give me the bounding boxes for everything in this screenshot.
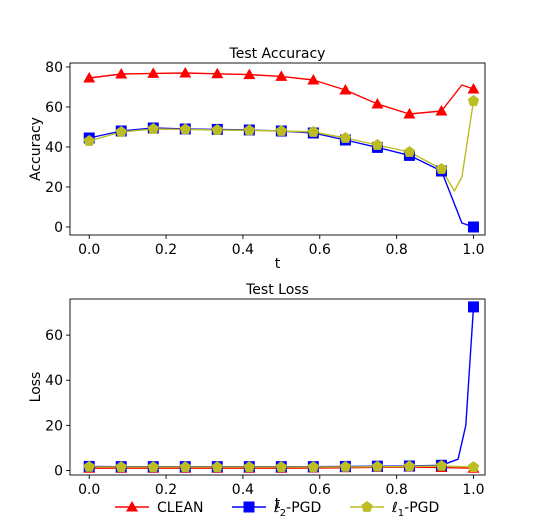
data-point-triangle	[179, 67, 192, 78]
data-point-triangle	[147, 67, 160, 78]
data-point-triangle	[371, 98, 384, 109]
chart-title: Test Loss	[245, 282, 309, 298]
data-point-triangle	[435, 105, 448, 116]
x-tick-label: 1.0	[462, 242, 484, 258]
legend-label-base: ℓ	[391, 500, 398, 516]
data-point-pentagon	[435, 460, 448, 471]
x-tick-label: 0.6	[309, 242, 331, 258]
data-point-pentagon	[243, 124, 255, 136]
y-tick-label: 20	[45, 180, 63, 196]
x-tick-label: 0.8	[385, 482, 407, 498]
y-tick-label: 60	[45, 328, 63, 344]
y-tick-label: 60	[45, 100, 63, 116]
legend-marker-triangle	[126, 501, 138, 512]
x-axis-label: t	[275, 496, 281, 512]
x-axis-label: t	[275, 256, 281, 272]
x-tick-label: 0.4	[232, 242, 254, 258]
legend-marker-pentagon	[361, 501, 373, 512]
data-point-pentagon	[467, 95, 480, 106]
data-point-pentagon	[179, 461, 191, 472]
data-point-pentagon	[211, 461, 223, 472]
series-line-2	[89, 127, 474, 228]
data-point-pentagon	[467, 461, 480, 472]
legend-marker-square	[243, 501, 255, 513]
series-line-2	[89, 306, 475, 468]
data-point-pentagon	[403, 460, 416, 472]
data-point-pentagon	[435, 163, 448, 174]
data-point-pentagon	[211, 124, 223, 135]
data-point-pentagon	[339, 460, 352, 472]
y-tick-label: 40	[45, 373, 63, 389]
series-line-3	[89, 100, 475, 192]
data-point-triangle	[339, 84, 352, 95]
legend-label-rest: -PGD	[286, 500, 321, 516]
data-point-pentagon	[147, 123, 159, 134]
legend-item-2: ℓ2-PGD	[232, 500, 321, 519]
legend-label-rest: -PGD	[404, 500, 439, 516]
x-tick-label: 0.8	[385, 242, 407, 258]
plot-area-frame	[69, 298, 486, 476]
data-point-triangle	[243, 68, 256, 80]
chart-panel-2: Test Loss 0.0 0.2 0.4 0.6 0.8 1.0 0 20 40 60 t Loss	[28, 282, 486, 512]
data-point-pentagon	[403, 146, 416, 157]
legend: CLEAN ℓ2-PGD ℓ1-PGD	[115, 500, 439, 519]
legend-label: CLEAN	[157, 500, 203, 516]
y-tick-label: 40	[45, 140, 63, 156]
data-point-triangle	[467, 83, 480, 94]
chart-panel-1: Test Accuracy 0.0 0.2 0.4 0.6 0.8 1.0 0 20 40 60 80…	[28, 46, 486, 272]
data-point-triangle	[307, 74, 320, 85]
legend-label-sub: 2	[280, 508, 286, 519]
data-point-pentagon	[371, 460, 384, 472]
plot-area-frame	[69, 62, 486, 236]
data-point-pentagon	[83, 460, 95, 472]
data-point-pentagon	[115, 126, 127, 137]
series-line-1	[89, 72, 474, 115]
legend-label: ℓ1-PGD	[391, 500, 439, 519]
data-point-pentagon	[307, 126, 320, 137]
y-tick-label: 0	[54, 220, 63, 236]
data-point-triangle	[403, 108, 416, 119]
data-point-pentagon	[179, 123, 191, 135]
data-point-triangle	[115, 68, 128, 79]
data-point-pentagon	[83, 135, 95, 146]
legend-item-3: ℓ1-PGD	[350, 500, 439, 519]
legend-label-base: ℓ	[273, 500, 280, 516]
y-axis-label: Loss	[28, 372, 44, 403]
data-point-pentagon	[339, 132, 352, 143]
data-point-pentagon	[307, 461, 320, 472]
data-point-triangle	[211, 67, 224, 79]
x-tick-label: 0.2	[155, 482, 177, 498]
data-point-pentagon	[371, 139, 384, 150]
x-tick-label: 1.0	[462, 482, 484, 498]
data-point-square	[467, 301, 479, 313]
legend-label-base: CLEAN	[157, 500, 203, 516]
data-point-pentagon	[115, 461, 127, 472]
x-tick-label: 0.0	[78, 242, 100, 258]
legend-label: ℓ2-PGD	[273, 500, 321, 519]
x-tick-label: 0.2	[155, 242, 177, 258]
x-tick-label: 0.4	[232, 482, 254, 498]
data-point-pentagon	[147, 461, 159, 472]
y-axis-label: Accuracy	[28, 117, 44, 181]
y-tick-label: 0	[54, 463, 63, 479]
data-point-triangle	[83, 72, 96, 83]
data-point-square	[467, 221, 479, 233]
data-point-pentagon	[275, 461, 287, 472]
x-tick-label: 0.0	[78, 482, 100, 498]
data-point-pentagon	[243, 461, 255, 472]
x-tick-label: 0.6	[309, 482, 331, 498]
chart-title: Test Accuracy	[229, 46, 326, 62]
y-tick-label: 80	[45, 60, 63, 76]
data-point-triangle	[275, 70, 288, 81]
legend-label-sub: 1	[398, 508, 404, 519]
legend-item-1: CLEAN	[115, 500, 203, 516]
y-tick-label: 20	[45, 418, 63, 434]
data-point-pentagon	[275, 125, 287, 136]
